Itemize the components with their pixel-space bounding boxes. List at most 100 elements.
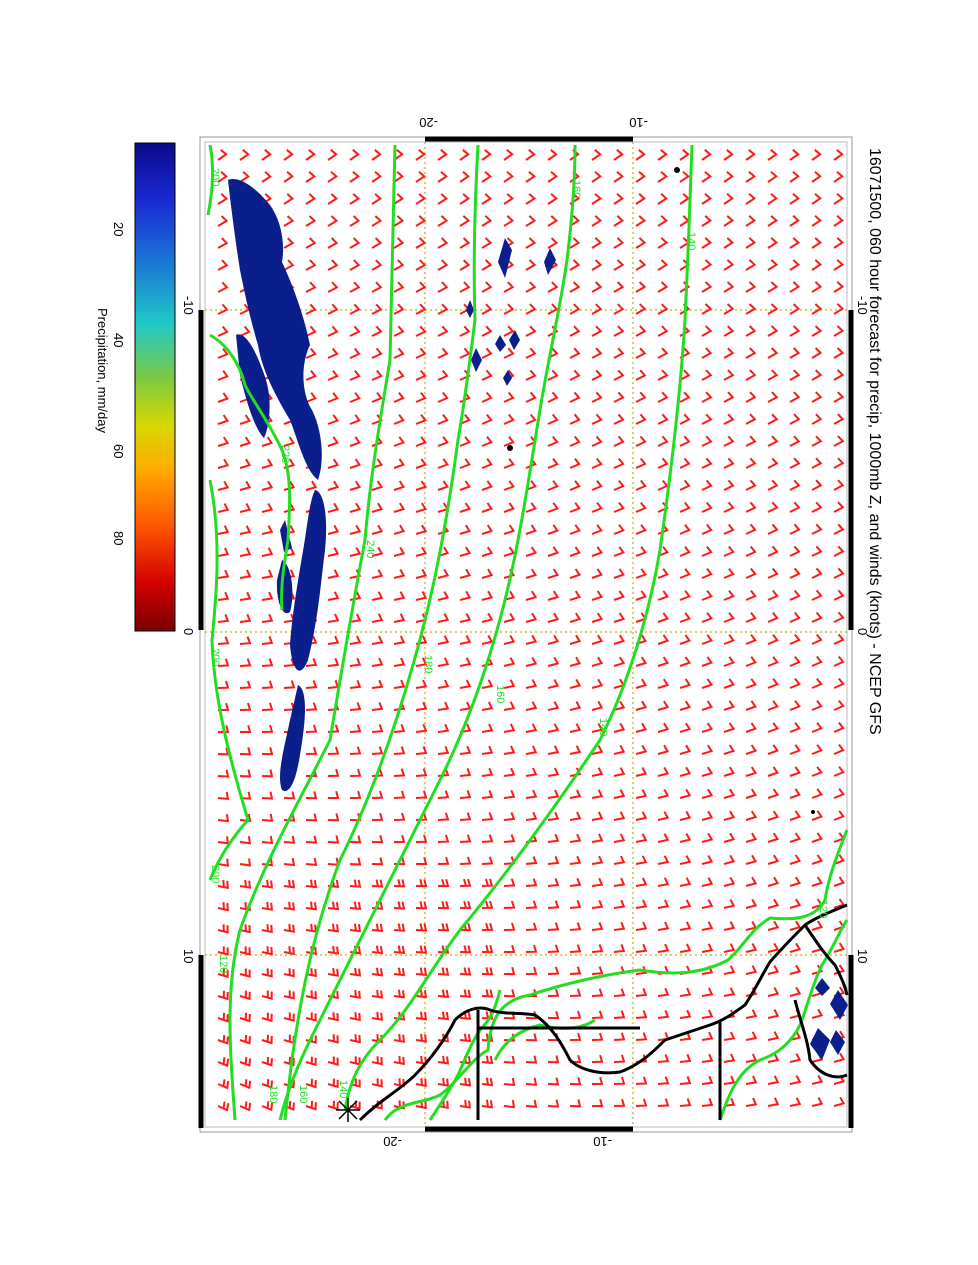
wind-barb (723, 810, 736, 821)
wind-barb (833, 545, 845, 557)
wind-barb (217, 680, 230, 689)
wind-barb (283, 1056, 295, 1067)
wind-barb (459, 657, 472, 667)
wind-barb (723, 899, 736, 909)
wind-barb (745, 1075, 758, 1085)
wind-barb (217, 414, 230, 425)
wind-barb (635, 369, 647, 381)
wind-barb (393, 1056, 405, 1066)
wind-barb (217, 171, 228, 183)
wind-barb (723, 567, 735, 579)
wind-barb (261, 547, 274, 557)
wind-barb (503, 767, 516, 777)
wind-barb (679, 722, 692, 733)
wind-barb (811, 501, 823, 513)
wind-barb (679, 634, 691, 645)
wind-barb (349, 237, 361, 249)
wind-barb (415, 171, 426, 183)
wind-barb (613, 944, 626, 953)
wind-barb (481, 215, 493, 227)
wind-barb (481, 193, 493, 205)
wind-barb (393, 303, 405, 315)
wind-barb (679, 877, 692, 887)
wind-barb (745, 479, 757, 491)
wind-barb (569, 1099, 582, 1108)
axis-ticks: -10 0 10 -10 0 10 -20 -10 -20 -10 (181, 115, 870, 1149)
wind-barb (767, 744, 779, 755)
wind-barb (635, 722, 648, 733)
wind-barb (547, 149, 558, 161)
wind-barb (679, 744, 692, 755)
wind-barb (393, 746, 406, 755)
wind-barb (547, 922, 560, 931)
wind-barb (371, 303, 383, 315)
wind-barb (789, 633, 801, 645)
wind-barb (591, 215, 603, 227)
wind-barb (261, 1056, 273, 1067)
wind-barb (393, 546, 406, 557)
wind-barb (811, 413, 823, 425)
wind-barb (569, 966, 582, 975)
wind-barb (723, 523, 735, 535)
wind-barb (833, 325, 845, 337)
wind-barb (591, 590, 604, 601)
wind-barb (437, 701, 450, 711)
wind-barb (349, 149, 360, 161)
wind-barb (745, 766, 758, 777)
wind-barb (217, 281, 229, 293)
wind-barb (635, 833, 648, 843)
wind-barb (767, 854, 780, 865)
contour-line (228, 144, 397, 1121)
precip-patch (280, 520, 292, 552)
wind-barb (327, 746, 340, 755)
wind-barb (305, 149, 316, 161)
wind-barb (767, 303, 779, 315)
wind-barb (525, 149, 536, 161)
wind-barb (833, 193, 844, 205)
wind-barb (789, 655, 801, 667)
wind-barb (459, 679, 472, 689)
wind-barb (745, 876, 758, 887)
wind-barb (459, 590, 472, 601)
wind-barb (459, 413, 471, 425)
wind-barb (416, 856, 428, 865)
wind-barb (635, 1076, 648, 1085)
lon-tick-right: -10 (855, 296, 870, 315)
wind-barb (657, 171, 668, 183)
wind-barb (723, 876, 736, 887)
wind-barb (305, 901, 318, 911)
wind-barb (239, 791, 252, 800)
wind-barb (569, 1032, 582, 1041)
wind-barb (415, 347, 427, 359)
wind-barb (547, 502, 559, 513)
wind-barb (657, 281, 669, 293)
wind-barb (569, 480, 581, 491)
wind-barb (591, 281, 603, 293)
wind-barb (767, 237, 779, 249)
wind-barb (217, 614, 230, 623)
wind-barb (701, 921, 714, 931)
wind-barb (305, 835, 318, 844)
wind-barb (811, 700, 823, 711)
contour-line (283, 144, 480, 1121)
wind-barb (503, 789, 516, 799)
wind-barb (701, 810, 714, 821)
wind-barb (217, 658, 230, 667)
wind-barb (723, 457, 735, 469)
wind-barb (415, 568, 428, 579)
wind-barb (415, 281, 427, 293)
wind-barb (789, 501, 801, 513)
lat-tick-top: -20 (419, 115, 438, 130)
wind-barb (371, 369, 383, 381)
wind-barb (591, 546, 603, 557)
wind-barb (569, 391, 581, 403)
wind-barb (393, 325, 405, 337)
contour-label: 220 (279, 445, 291, 463)
wind-barb (305, 171, 316, 183)
wind-barb (767, 1075, 780, 1085)
wind-barb (305, 990, 317, 1000)
wind-barb (679, 921, 692, 931)
wind-barb (613, 391, 625, 403)
colorbar (134, 142, 176, 632)
wind-barb (349, 1034, 361, 1044)
